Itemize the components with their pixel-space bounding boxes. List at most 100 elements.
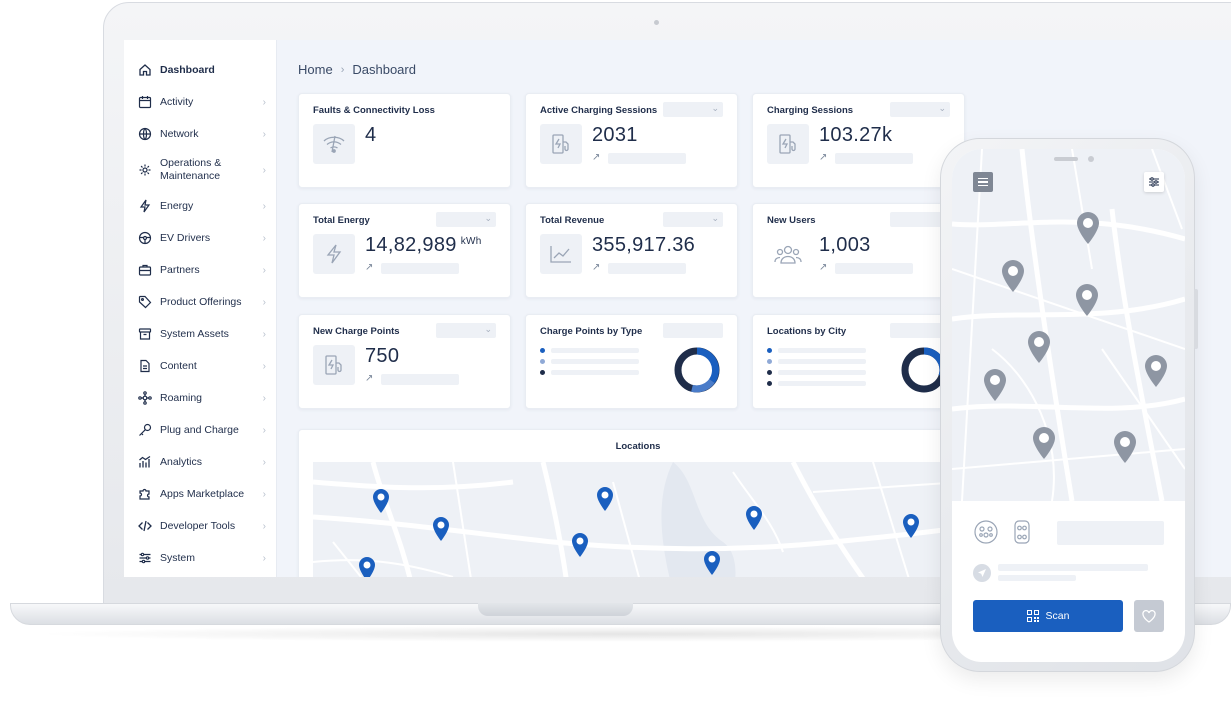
sidebar-item-label: Roaming <box>160 391 203 404</box>
chevron-right-icon: › <box>262 392 266 404</box>
scan-button[interactable]: Scan <box>973 600 1123 632</box>
chevron-right-icon: › <box>262 520 266 532</box>
card-value: 355,917.36 <box>592 234 696 256</box>
map-pin-icon[interactable] <box>1027 330 1051 364</box>
card-charging-sessions[interactable]: Charging Sessions ⌄ 103.27k ↗ <box>752 93 965 188</box>
map-pin-icon[interactable] <box>595 486 615 512</box>
filter-button[interactable] <box>1144 172 1164 192</box>
sidebar-item-label: Network <box>160 127 199 140</box>
station-name-placeholder <box>1057 521 1164 545</box>
phone-camera <box>1088 156 1094 162</box>
ev-charger-icon <box>767 124 809 164</box>
menu-button[interactable] <box>973 172 993 192</box>
sidebar-item-network[interactable]: Network › <box>124 118 276 150</box>
breadcrumb-home[interactable]: Home <box>298 62 333 77</box>
chevron-right-icon: › <box>262 96 266 108</box>
card-title: Locations <box>615 441 661 452</box>
chevron-right-icon: › <box>262 328 266 340</box>
calendar-icon <box>138 95 152 109</box>
phone-screen: Scan <box>952 149 1185 662</box>
card-title: New Users <box>767 215 816 226</box>
sidebar-item-energy[interactable]: Energy › <box>124 190 276 222</box>
sidebar-item-plug-and-charge[interactable]: Plug and Charge › <box>124 414 276 446</box>
period-select[interactable]: ⌄ <box>436 212 496 227</box>
sidebar-item-system[interactable]: System › <box>124 542 276 574</box>
laptop-shadow <box>30 626 1211 642</box>
dashboard-screen: Dashboard Activity › Network › Operation… <box>124 40 1231 577</box>
map-pin-icon[interactable] <box>570 532 590 558</box>
card-title: Locations by City <box>767 326 847 337</box>
map-pin-icon[interactable] <box>1076 211 1100 245</box>
globe-icon <box>138 127 152 141</box>
map-pin-icon[interactable] <box>1113 430 1137 464</box>
map-pin-icon[interactable] <box>357 556 377 577</box>
legend-item <box>767 378 866 389</box>
map-pin-icon[interactable] <box>431 516 451 542</box>
sidebar-item-label: Developer Tools <box>160 519 236 532</box>
qr-code-icon <box>1026 610 1039 622</box>
map-pin-icon[interactable] <box>744 505 764 531</box>
chevron-right-icon: › <box>262 424 266 436</box>
sidebar-item-dashboard[interactable]: Dashboard <box>124 54 276 86</box>
trend-up-icon: ↗ <box>819 152 828 163</box>
card-active-sessions[interactable]: Active Charging Sessions ⌄ 2031 ↗ <box>525 93 738 188</box>
sidebar-item-label: Product Offerings <box>160 295 242 308</box>
period-select[interactable]: ⌄ <box>890 102 950 117</box>
tag-icon <box>138 295 152 309</box>
breadcrumb: Home › Dashboard <box>298 62 416 77</box>
sidebar-item-content[interactable]: Content › <box>124 350 276 382</box>
network-nodes-icon <box>138 391 152 405</box>
map-pin-icon[interactable] <box>1144 354 1168 388</box>
phone-map[interactable] <box>952 149 1185 502</box>
card-total-energy[interactable]: Total Energy ⌄ 14,82,989 kWh ↗ <box>298 203 511 298</box>
map-pin-icon[interactable] <box>1032 426 1056 460</box>
map-pin-icon[interactable] <box>1001 259 1025 293</box>
period-select[interactable] <box>890 323 950 338</box>
trend-placeholder <box>608 263 686 274</box>
sidebar-item-operations[interactable]: Operations & Maintenance › <box>124 150 276 190</box>
sidebar-item-system-assets[interactable]: System Assets › <box>124 318 276 350</box>
sidebar-item-apps-marketplace[interactable]: Apps Marketplace › <box>124 478 276 510</box>
map-pin-icon[interactable] <box>983 368 1007 402</box>
sidebar-item-ev-drivers[interactable]: EV Drivers › <box>124 222 276 254</box>
card-locations: Locations <box>298 429 978 577</box>
connector-ccs-icon[interactable] <box>1009 519 1035 545</box>
map-pin-icon[interactable] <box>901 513 921 539</box>
chevron-right-icon: › <box>262 128 266 140</box>
users-icon <box>767 234 809 274</box>
locations-map[interactable] <box>313 462 963 577</box>
card-new-charge-points[interactable]: New Charge Points ⌄ 750 ↗ <box>298 314 511 409</box>
period-select[interactable]: ⌄ <box>663 102 723 117</box>
sidebar-item-label: Dashboard <box>160 63 215 76</box>
sidebar-item-label: Apps Marketplace <box>160 487 245 500</box>
card-new-users[interactable]: New Users ⌄ 1,003 ↗ <box>752 203 965 298</box>
connector-type-icon[interactable] <box>973 519 999 545</box>
sidebar: Dashboard Activity › Network › Operation… <box>124 40 277 577</box>
card-locations-by-city[interactable]: Locations by City <box>752 314 965 409</box>
lightning-icon <box>313 234 355 274</box>
sidebar-item-partners[interactable]: Partners › <box>124 254 276 286</box>
period-select[interactable]: ⌄ <box>663 212 723 227</box>
scan-label: Scan <box>1045 610 1070 622</box>
map-pin-icon[interactable] <box>1075 283 1099 317</box>
key-icon <box>138 423 152 437</box>
card-value: 14,82,989 kWh <box>365 234 482 257</box>
card-charge-points-by-type[interactable]: Charge Points by Type <box>525 314 738 409</box>
card-faults[interactable]: Faults & Connectivity Loss 4 <box>298 93 511 188</box>
map-pin-icon[interactable] <box>371 488 391 514</box>
sidebar-item-product-offerings[interactable]: Product Offerings › <box>124 286 276 318</box>
period-select[interactable]: ⌄ <box>436 323 496 338</box>
sidebar-item-developer-tools[interactable]: Developer Tools › <box>124 510 276 542</box>
sidebar-item-roaming[interactable]: Roaming › <box>124 382 276 414</box>
card-title: Active Charging Sessions <box>540 105 658 116</box>
map-pin-icon[interactable] <box>702 550 722 576</box>
navigation-icon[interactable] <box>973 564 991 582</box>
sidebar-item-analytics[interactable]: Analytics › <box>124 446 276 478</box>
card-total-revenue[interactable]: Total Revenue ⌄ 355,917.36 ↗ <box>525 203 738 298</box>
chevron-down-icon: ⌄ <box>711 103 719 113</box>
sidebar-item-activity[interactable]: Activity › <box>124 86 276 118</box>
chevron-down-icon: ⌄ <box>711 213 719 223</box>
favorite-button[interactable] <box>1134 600 1164 632</box>
chevron-right-icon: › <box>262 552 266 564</box>
period-select[interactable] <box>663 323 723 338</box>
